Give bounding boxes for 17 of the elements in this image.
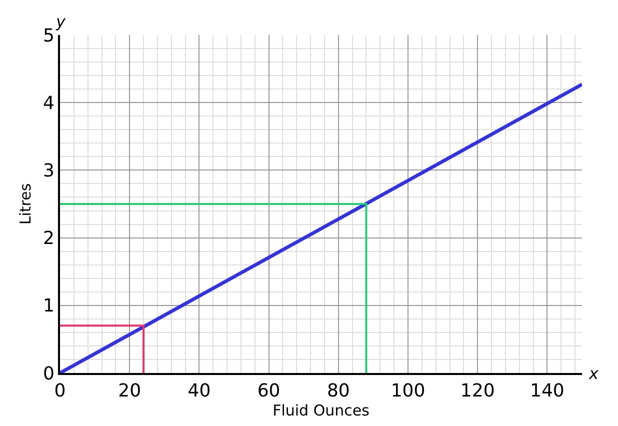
y-tick-label: 1 (42, 296, 54, 317)
x-tick-label: 20 (118, 380, 142, 402)
x-tick-label: 120 (460, 380, 495, 402)
x-axis-title: Fluid Ounces (272, 402, 370, 420)
x-tick-label: 100 (390, 380, 426, 402)
y-tick-label: 5 (42, 25, 54, 46)
y-tick-label: 3 (42, 160, 54, 182)
x-tick-label: 140 (530, 380, 564, 402)
x-tick-label: 60 (257, 380, 280, 402)
x-tick-label: 40 (188, 380, 211, 402)
y-tick-label: 4 (42, 92, 54, 114)
text: x (588, 364, 599, 383)
y-axis-title: Litres (16, 183, 35, 225)
y-tick-label: 2 (42, 228, 54, 250)
y-tick-label: 0 (42, 363, 54, 384)
x-tick-label: 80 (326, 380, 350, 402)
text: y (55, 12, 66, 31)
